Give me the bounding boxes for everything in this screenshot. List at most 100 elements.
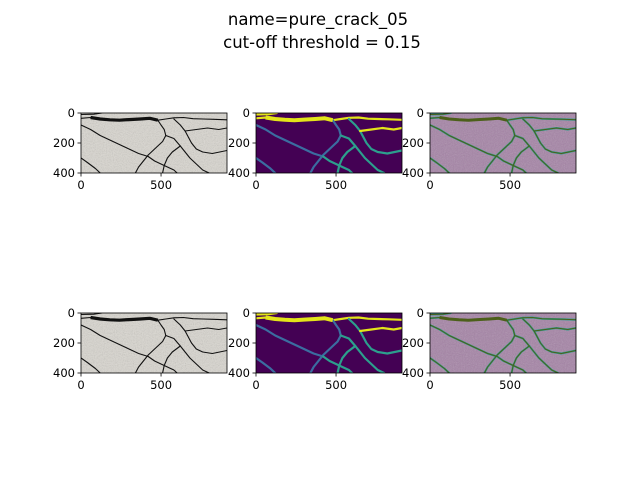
crack-line-4 (81, 124, 149, 158)
crack-main (90, 115, 159, 122)
xtick-label: 0 (77, 378, 84, 392)
overlay-grain (430, 313, 576, 373)
overlay-crack-3 (514, 135, 559, 173)
crack-line-2 (134, 119, 167, 173)
ytick-label: 200 (402, 136, 424, 150)
panel-image (256, 113, 402, 173)
xtick-label: 500 (325, 378, 347, 392)
xtick-label: 0 (426, 178, 433, 192)
ytick-label: 200 (228, 336, 250, 350)
ytick-label: 0 (243, 106, 250, 120)
crack-prob-4 (256, 123, 325, 158)
panel-image (256, 313, 402, 373)
overlay-crack-9 (511, 145, 530, 173)
ytick-label: 400 (53, 366, 75, 380)
xtick-label: 0 (426, 378, 433, 392)
crack-prob-6 (359, 326, 402, 333)
ytick-label: 200 (228, 136, 250, 150)
crack-prob-2 (309, 119, 342, 173)
panel-r0-c1: 0 500 0 200 400 (228, 106, 403, 192)
ytick-label: 400 (402, 166, 424, 180)
crack-prob-2 (309, 319, 342, 373)
overlay-crack-3 (514, 335, 559, 373)
crack-prob-8 (256, 356, 277, 373)
xtick-label: 0 (252, 378, 259, 392)
crack-prob-9 (336, 344, 357, 373)
crack-line-8 (81, 157, 101, 173)
ytick-label: 400 (53, 166, 75, 180)
panel-image (430, 113, 576, 173)
crack-line-3 (165, 334, 210, 373)
panel-r1-c0: 0 500 0 200 400 (53, 306, 228, 392)
ytick-label: 200 (53, 336, 75, 350)
overlay-crack-2 (483, 319, 516, 373)
crack-prob-5 (347, 117, 402, 155)
crack-line-8 (81, 357, 101, 373)
ytick-label: 0 (417, 306, 424, 320)
ytick-label: 0 (417, 106, 424, 120)
ytick-label: 400 (228, 366, 250, 380)
ytick-label: 400 (402, 366, 424, 380)
crack-main (90, 315, 159, 322)
crack-prob-main (265, 315, 334, 323)
crack-line-2 (134, 319, 167, 373)
overlay-crack-1 (430, 113, 452, 115)
crack-prob-1 (256, 113, 278, 116)
crack-prob-9 (336, 144, 357, 173)
crack-prob-6 (359, 126, 402, 133)
overlay-crack-main (439, 116, 508, 122)
overlay-crack-5 (522, 118, 576, 154)
xtick-label: 500 (499, 178, 521, 192)
overlay-crack-4 (430, 324, 498, 357)
xtick-label: 500 (150, 178, 172, 192)
crack-line-4 (81, 324, 149, 358)
overlay-crack-6 (533, 327, 576, 332)
overlay-crack-5 (522, 318, 576, 354)
crack-prob-5 (347, 317, 402, 355)
panel-image (81, 113, 227, 173)
crack-line-9 (162, 345, 181, 373)
overlay-crack-9 (511, 345, 530, 373)
crack-prob-8 (256, 156, 277, 173)
overlay-crack-8 (430, 157, 450, 173)
ytick-label: 200 (53, 136, 75, 150)
xtick-label: 500 (150, 378, 172, 392)
crack-line-5 (173, 118, 227, 155)
panel-r1-c1: 0 500 0 200 400 (228, 306, 403, 392)
figure-title-line1: name=pure_crack_05 (228, 10, 408, 30)
xtick-label: 0 (252, 178, 259, 192)
photo-grain (81, 113, 227, 173)
panel-image (430, 313, 576, 373)
overlay-crack-main (439, 316, 508, 322)
crack-line-9 (162, 145, 181, 173)
xtick-label: 500 (499, 378, 521, 392)
crack-line-6 (184, 327, 227, 332)
crack-prob-3 (339, 334, 386, 373)
crack-prob-main (265, 115, 334, 123)
crack-line-6 (184, 127, 227, 132)
ytick-label: 0 (243, 306, 250, 320)
overlay-crack-2 (483, 119, 516, 173)
viridis-background (256, 113, 402, 173)
ytick-label: 400 (228, 166, 250, 180)
ytick-label: 0 (68, 306, 75, 320)
ytick-label: 200 (402, 336, 424, 350)
crack-line-1 (81, 113, 103, 116)
panel-r0-c0: 0 500 0 200 400 (53, 106, 228, 192)
xtick-label: 500 (325, 178, 347, 192)
panel-r0-c2: 0 500 0 200 400 (402, 106, 577, 192)
overlay-crack-8 (430, 357, 450, 373)
panel-image (81, 313, 227, 373)
overlay-crack-4 (430, 124, 498, 157)
crack-line-5 (173, 318, 227, 355)
overlay-crack-6 (533, 127, 576, 132)
photo-grain (81, 313, 227, 373)
crack-line-3 (165, 134, 210, 173)
overlay-grain (430, 113, 576, 173)
crack-prob-3 (339, 134, 386, 173)
xtick-label: 0 (77, 178, 84, 192)
ytick-label: 0 (68, 106, 75, 120)
panel-r1-c2: 0 500 0 200 400 (402, 306, 577, 392)
